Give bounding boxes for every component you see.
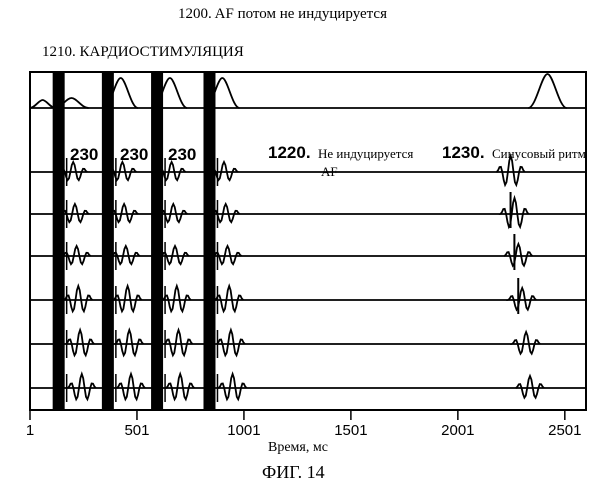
x-axis-label: Время, мс <box>268 440 328 456</box>
x-tick: 2501 <box>548 422 581 439</box>
signal-chart <box>0 0 609 500</box>
x-tick: 1501 <box>334 422 367 439</box>
x-tick: 501 <box>124 422 149 439</box>
x-tick: 1001 <box>227 422 260 439</box>
x-tick: 1 <box>26 422 34 439</box>
x-tick: 2001 <box>441 422 474 439</box>
figure-caption: ФИГ. 14 <box>262 462 325 483</box>
